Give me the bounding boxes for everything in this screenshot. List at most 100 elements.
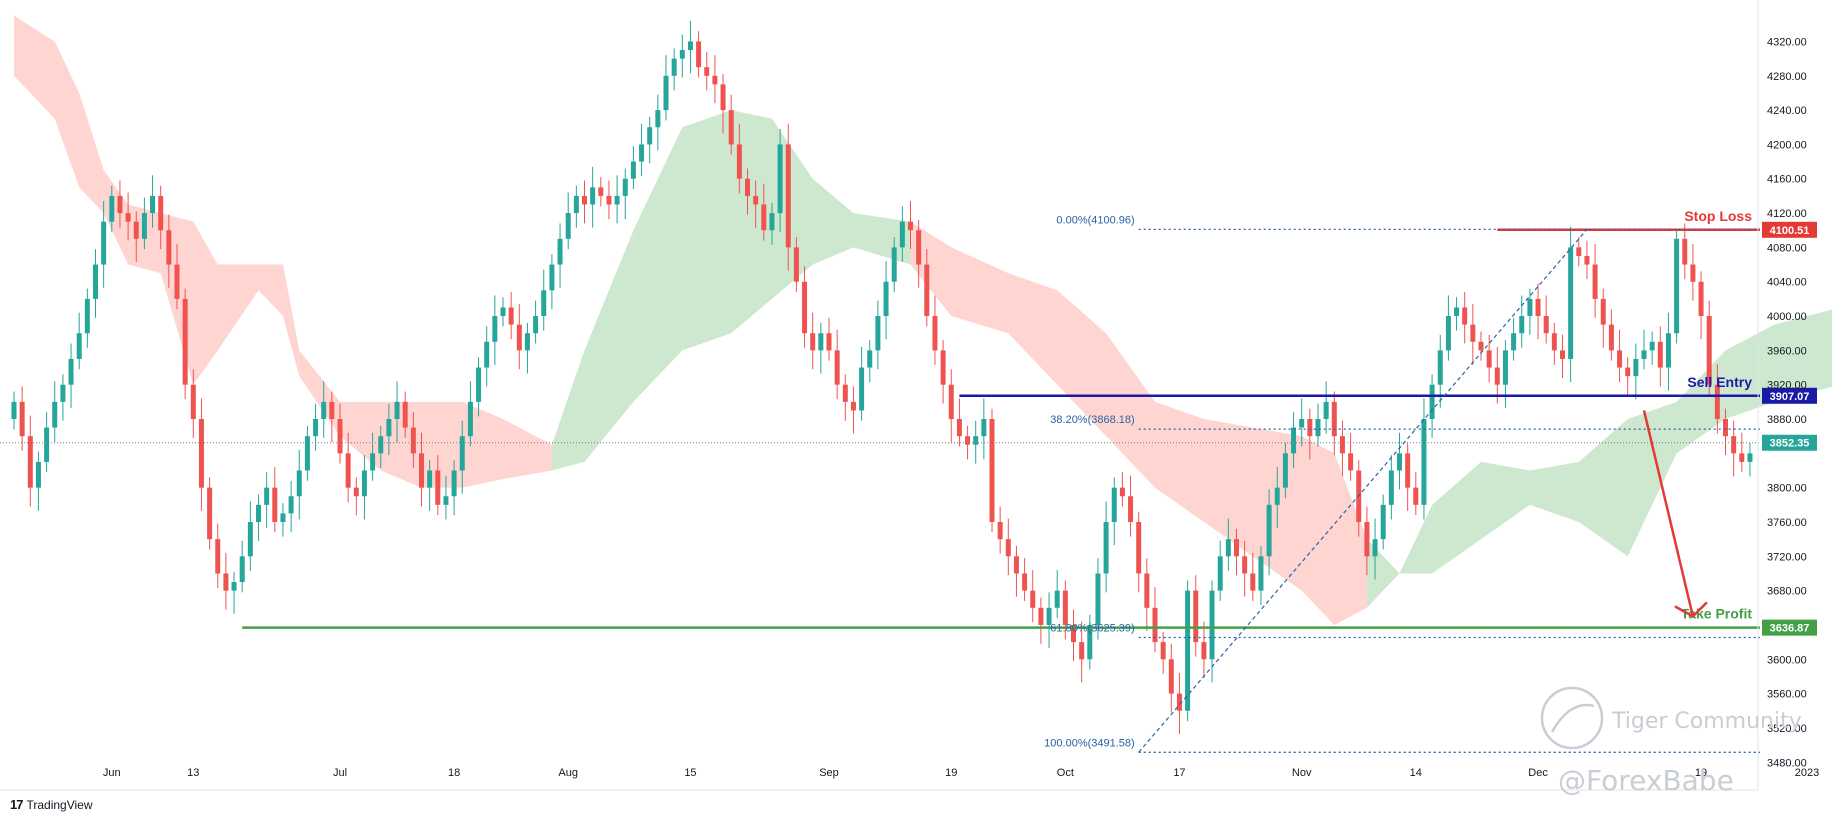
candle — [622, 168, 628, 220]
candle — [1625, 357, 1631, 395]
candle — [101, 201, 107, 288]
price-tick-label: 3920.00 — [1767, 380, 1807, 392]
candle — [1560, 334, 1565, 378]
candle — [1527, 288, 1533, 335]
level-badge-text: 4100.51 — [1770, 225, 1810, 237]
candle — [93, 249, 98, 318]
time-tick-label: Aug — [558, 767, 578, 779]
candle — [109, 185, 115, 232]
candle — [1665, 312, 1671, 391]
candle — [842, 374, 848, 421]
cloud-segment — [1725, 324, 1775, 420]
candle — [1103, 501, 1109, 593]
candle — [1584, 240, 1590, 280]
candle — [679, 34, 685, 78]
candle — [304, 425, 310, 481]
candle — [1372, 518, 1378, 580]
level-badge — [1762, 619, 1817, 636]
cloud-segment — [633, 127, 683, 402]
candle — [1617, 329, 1623, 383]
cloud-segment — [1301, 436, 1335, 625]
candle — [337, 403, 343, 464]
candle — [1413, 472, 1419, 516]
candle — [1535, 283, 1541, 340]
cloud-segment — [1432, 461, 1481, 574]
candle — [1144, 558, 1150, 631]
cloud-segment — [1481, 461, 1530, 540]
candle — [1128, 475, 1134, 537]
candle — [1013, 546, 1019, 597]
candle — [1258, 546, 1264, 606]
candle — [541, 269, 547, 331]
candle — [655, 94, 661, 151]
candle — [1234, 528, 1239, 576]
candle — [1299, 398, 1305, 447]
candle — [1674, 228, 1680, 344]
cloud-segment — [682, 110, 732, 351]
level-label: Stop Loss — [1684, 208, 1752, 224]
candle — [1331, 391, 1337, 456]
tiger-logo-stroke — [1550, 703, 1595, 733]
candle — [1185, 580, 1191, 722]
candle — [182, 288, 188, 400]
cloud-segment — [1057, 290, 1107, 437]
candle — [84, 288, 90, 348]
candle — [859, 346, 865, 421]
price-tick-label: 3960.00 — [1767, 345, 1807, 357]
candle — [899, 206, 905, 262]
cloud-segment — [551, 350, 585, 471]
cloud-segment — [812, 178, 854, 265]
candle — [1551, 322, 1557, 365]
price-tick-label: 4080.00 — [1767, 242, 1807, 254]
candle — [1062, 580, 1068, 640]
candle — [1429, 374, 1435, 438]
candle — [1698, 271, 1704, 340]
candle — [1405, 443, 1411, 511]
time-axis: Jun 13 Jul 18 Aug 15 Sep 19 Oct 17 Nov 14 Dec 19 2023 — [0, 767, 1819, 791]
fib-label: 61.80%(3625.39) — [1050, 622, 1134, 634]
time-tick-label: 2023 — [1795, 767, 1819, 779]
candle — [802, 266, 808, 348]
candle — [1274, 467, 1280, 528]
candle — [1380, 494, 1386, 550]
level-badge — [1762, 221, 1817, 238]
time-tick-label: 18 — [448, 767, 460, 779]
candle — [1022, 558, 1028, 601]
candle — [630, 146, 636, 190]
candle — [1470, 304, 1476, 365]
cloud-segment — [1203, 419, 1253, 557]
candle — [1209, 580, 1215, 683]
candle — [1511, 317, 1517, 361]
candle — [1478, 331, 1484, 361]
candle — [1633, 343, 1639, 400]
candle — [370, 432, 376, 481]
price-tick-label: 3680.00 — [1767, 586, 1807, 598]
candle — [1193, 575, 1199, 657]
fib-label: 0.00%(4100.96) — [1056, 214, 1134, 226]
candle — [60, 374, 66, 421]
price-tick-label: 3560.00 — [1767, 689, 1807, 701]
candle — [1111, 477, 1117, 546]
price-tick-label: 3800.00 — [1767, 483, 1807, 495]
level-badge — [1762, 387, 1817, 404]
candle — [1242, 540, 1248, 597]
candle — [533, 300, 539, 344]
candle — [956, 398, 962, 447]
candle — [11, 391, 17, 430]
candle — [1388, 455, 1394, 520]
candle — [215, 523, 221, 589]
candle — [565, 192, 571, 250]
candle — [1315, 403, 1321, 447]
candle — [1421, 398, 1427, 520]
arrow-head-icon — [1674, 601, 1708, 618]
candle — [1160, 631, 1166, 674]
candle — [1201, 621, 1207, 679]
candle — [1054, 570, 1060, 619]
candle — [818, 322, 824, 374]
candle — [891, 237, 897, 293]
down-arrow-icon — [1642, 410, 1695, 617]
cloud-segment — [421, 401, 463, 488]
candle — [997, 506, 1003, 554]
